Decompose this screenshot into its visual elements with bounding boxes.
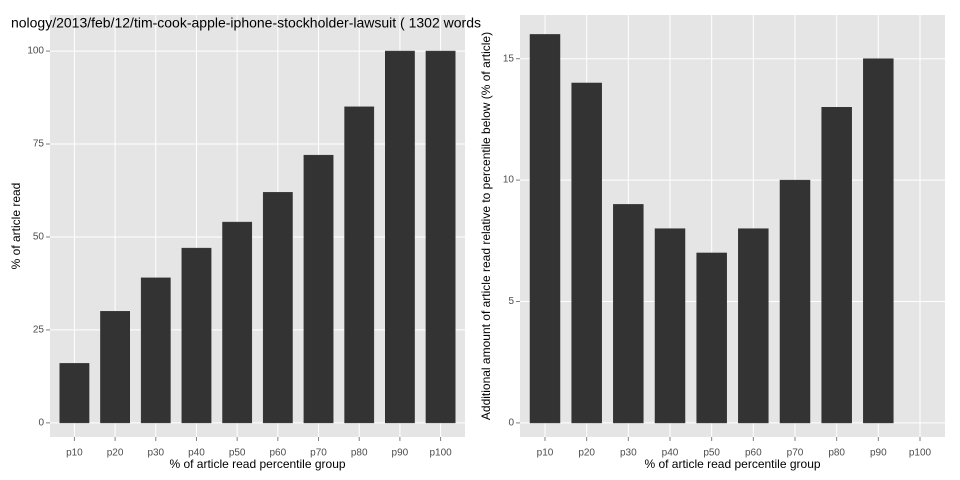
bar: [222, 221, 253, 424]
y-tick-label: 75: [33, 139, 45, 150]
x-tick-label: p100: [429, 448, 452, 459]
bar: [262, 192, 293, 424]
y-tick-label: 50: [33, 232, 45, 243]
bar: [821, 107, 852, 424]
x-tick-label: p60: [269, 448, 286, 459]
bar: [529, 34, 561, 424]
y-tick-label: 5: [508, 296, 514, 307]
y-axis-title: % of article read: [9, 183, 23, 270]
x-tick-label: p20: [107, 448, 124, 459]
bar: [613, 204, 644, 424]
x-tick-label: p20: [578, 448, 595, 459]
x-tick-label: p90: [392, 448, 409, 459]
x-tick-label: p100: [909, 448, 932, 459]
y-tick-label: 15: [503, 53, 515, 64]
y-tick-label: 100: [27, 46, 44, 57]
x-tick-label: p10: [66, 448, 83, 459]
y-tick-label: 0: [508, 418, 514, 429]
bar: [100, 311, 130, 424]
x-tick-label: p30: [620, 448, 637, 459]
bar: [385, 50, 415, 424]
y-axis-title: Additional amount of article read relati…: [479, 32, 493, 420]
x-tick-label: p30: [147, 448, 164, 459]
bar: [696, 252, 727, 424]
y-tick-label: 25: [33, 325, 45, 336]
bar: [181, 247, 212, 424]
x-tick-label: p80: [351, 448, 368, 459]
bar: [571, 82, 602, 424]
bar: [738, 228, 769, 424]
x-axis-title: % of article read percentile group: [644, 457, 820, 471]
x-axis-title: % of article read percentile group: [169, 457, 345, 471]
y-tick-label: 10: [503, 175, 515, 186]
x-tick-label: p60: [745, 448, 762, 459]
x-tick-label: p10: [537, 448, 554, 459]
bar: [303, 154, 334, 424]
x-tick-label: p90: [870, 448, 887, 459]
x-tick-label: p40: [188, 448, 205, 459]
chart-title: nology/2013/feb/12/tim-cook-apple-iphone…: [11, 15, 481, 31]
bar: [59, 363, 90, 424]
x-tick-label: p50: [703, 448, 720, 459]
x-tick-label: p80: [828, 448, 845, 459]
bar: [863, 58, 894, 424]
bar: [779, 179, 811, 424]
bar: [425, 50, 456, 424]
bar: [344, 106, 375, 424]
y-tick-label: 0: [38, 418, 44, 429]
x-tick-label: p70: [310, 448, 327, 459]
x-tick-label: p50: [229, 448, 246, 459]
x-tick-label: p70: [787, 448, 804, 459]
bar: [654, 228, 686, 424]
bar: [140, 277, 171, 424]
x-tick-label: p40: [662, 448, 679, 459]
